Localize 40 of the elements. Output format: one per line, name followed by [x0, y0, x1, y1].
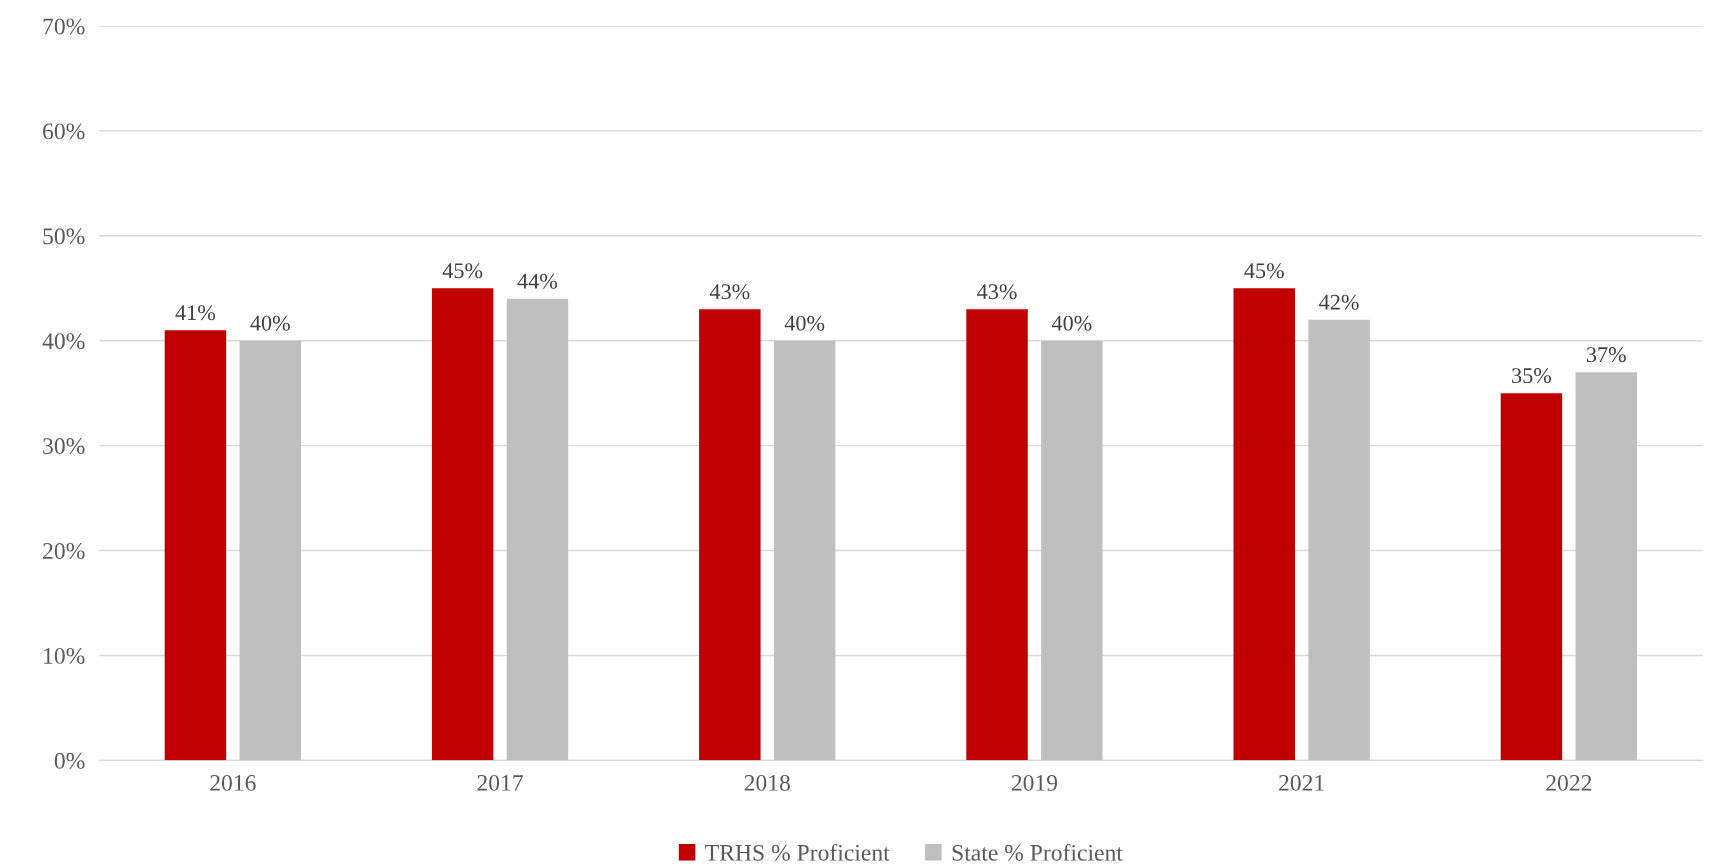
bar [773, 340, 836, 761]
x-tick-label: 2016 [210, 774, 256, 791]
x-tick-label: 2019 [1011, 774, 1058, 791]
x-tick-label: 2022 [1546, 774, 1592, 791]
data-label: 45% [442, 263, 483, 279]
y-tick-label: 70% [43, 18, 85, 35]
data-label: 43% [709, 284, 750, 300]
bar [506, 298, 569, 761]
bar [239, 340, 301, 761]
data-label: 40% [250, 315, 290, 331]
data-label: 40% [784, 315, 825, 331]
data-label: 45% [1244, 263, 1284, 279]
y-tick-label: 0% [54, 752, 85, 769]
legend-label: State % Proficient [952, 843, 1123, 861]
data-label: 40% [1051, 315, 1092, 331]
y-tick-label: 10% [44, 647, 85, 664]
bar [1233, 288, 1295, 761]
bar [431, 288, 494, 761]
x-tick-label: 2017 [477, 774, 523, 791]
bar [1308, 319, 1370, 761]
bar [1041, 340, 1103, 761]
x-tick-label: 2018 [744, 774, 790, 791]
data-label: 44% [517, 273, 558, 289]
y-tick-label: 40% [42, 333, 85, 350]
data-label: 41% [175, 305, 216, 321]
bar [1500, 393, 1563, 761]
bar [699, 309, 761, 761]
y-tick-label: 20% [43, 543, 85, 560]
y-tick-label: 30% [43, 438, 85, 455]
x-tick-label: 2021 [1279, 774, 1324, 791]
bar [164, 330, 227, 761]
data-label: 42% [1319, 294, 1359, 310]
legend-label: TRHS % Proficient [705, 843, 890, 861]
bar [966, 309, 1028, 761]
y-tick-label: 60% [43, 123, 85, 140]
y-tick-label: 50% [43, 228, 85, 245]
data-label: 35% [1512, 368, 1552, 384]
bar [1575, 372, 1637, 761]
data-label: 43% [977, 284, 1017, 300]
data-label: 37% [1586, 347, 1626, 363]
